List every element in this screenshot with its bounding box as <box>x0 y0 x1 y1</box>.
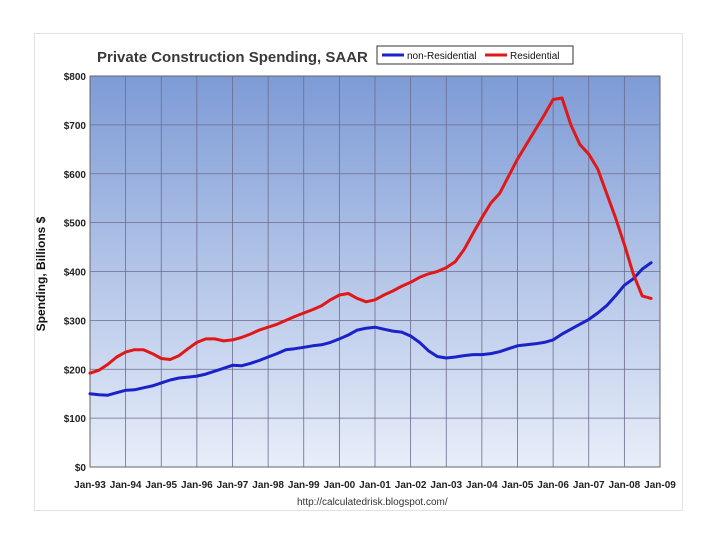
y-tick-label: $600 <box>64 170 87 181</box>
line-chart: $0 $100 $200 $300 $400 $500 $600 $700 $800 Jan-9… <box>35 45 676 508</box>
horizontal-gridlines <box>90 124 660 419</box>
y-tick-label: $300 <box>64 316 87 327</box>
x-tick-label: Jan-96 <box>181 480 213 491</box>
y-tick-label: $100 <box>64 414 87 425</box>
x-tick-label: Jan-93 <box>74 480 106 491</box>
y-tick-label: $200 <box>64 365 87 376</box>
chart-frame: $0 $100 $200 $300 $400 $500 $600 $700 $800 Jan-9… <box>34 33 683 511</box>
x-tick-label: Jan-97 <box>217 480 249 491</box>
y-tick-label: $400 <box>64 268 87 279</box>
series-line-residential <box>88 96 653 375</box>
legend-label-non-residential: non-Residential <box>407 51 477 62</box>
x-tick-label: Jan-09 <box>644 480 676 491</box>
x-tick-label: Jan-95 <box>145 480 177 491</box>
x-tick-label: Jan-03 <box>430 480 462 491</box>
y-tick-label: $800 <box>64 72 87 83</box>
x-tick-label: Jan-07 <box>573 480 605 491</box>
x-tick-label: Jan-98 <box>252 480 284 491</box>
x-tick-label: Jan-05 <box>502 480 534 491</box>
legend-label-residential: Residential <box>510 51 559 62</box>
legend: non-Residential Residential <box>376 45 574 65</box>
y-axis-ticks: $0 $100 $200 $300 $400 $500 $600 $700 $800 <box>64 72 87 474</box>
y-tick-label: $700 <box>64 121 87 132</box>
source-caption: http://calculatedrisk.blogspot.com/ <box>297 497 448 508</box>
x-axis-ticks: Jan-93 Jan-94 Jan-95 Jan-96 Jan-97 Jan-98 Jan-… <box>74 480 676 491</box>
y-tick-label: $0 <box>75 463 87 474</box>
x-tick-label: Jan-94 <box>110 480 142 491</box>
x-tick-label: Jan-04 <box>466 480 498 491</box>
x-tick-label: Jan-02 <box>395 480 427 491</box>
chart-title: Private Construction Spending, SAAR <box>97 49 368 66</box>
x-tick-label: Jan-01 <box>359 480 391 491</box>
x-tick-label: Jan-06 <box>537 480 569 491</box>
series-line-non-residential <box>88 261 653 397</box>
x-tick-label: Jan-08 <box>609 480 641 491</box>
x-tick-label: Jan-99 <box>288 480 320 491</box>
y-tick-label: $500 <box>64 219 87 230</box>
y-axis-label: Spending, Billions $ <box>35 216 48 331</box>
x-tick-label: Jan-00 <box>324 480 356 491</box>
series-layer <box>88 96 653 397</box>
